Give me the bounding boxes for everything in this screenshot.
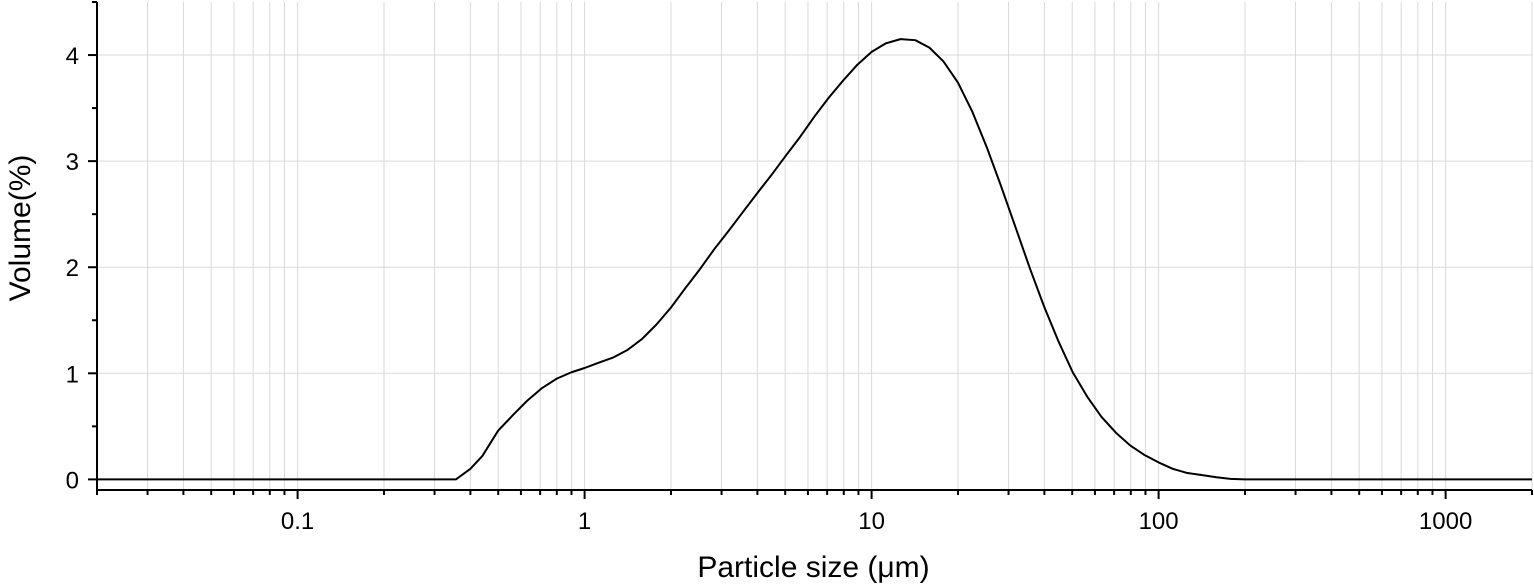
x-tick-label: 0.1 — [281, 508, 314, 535]
y-tick-label: 3 — [66, 149, 79, 176]
y-axis-title: Volume(%) — [4, 155, 37, 302]
x-tick-label: 100 — [1139, 508, 1179, 535]
grid-lines — [96, 2, 1533, 490]
axes — [96, 2, 1532, 491]
x-tick-label: 10 — [858, 508, 885, 535]
tick-marks — [88, 1, 1533, 499]
x-axis-title: Particle size (μm) — [697, 551, 929, 584]
tick-labels: 0.1 1 10 100 1000 0 1 2 3 4 — [66, 43, 1473, 535]
y-tick-label: 1 — [66, 361, 79, 388]
volume-distribution-line — [97, 38, 1532, 481]
y-tick-label: 2 — [66, 255, 79, 282]
x-tick-label: 1000 — [1419, 508, 1472, 535]
x-tick-label: 1 — [578, 508, 591, 535]
y-tick-label: 0 — [66, 467, 79, 494]
y-tick-label: 4 — [66, 43, 79, 70]
